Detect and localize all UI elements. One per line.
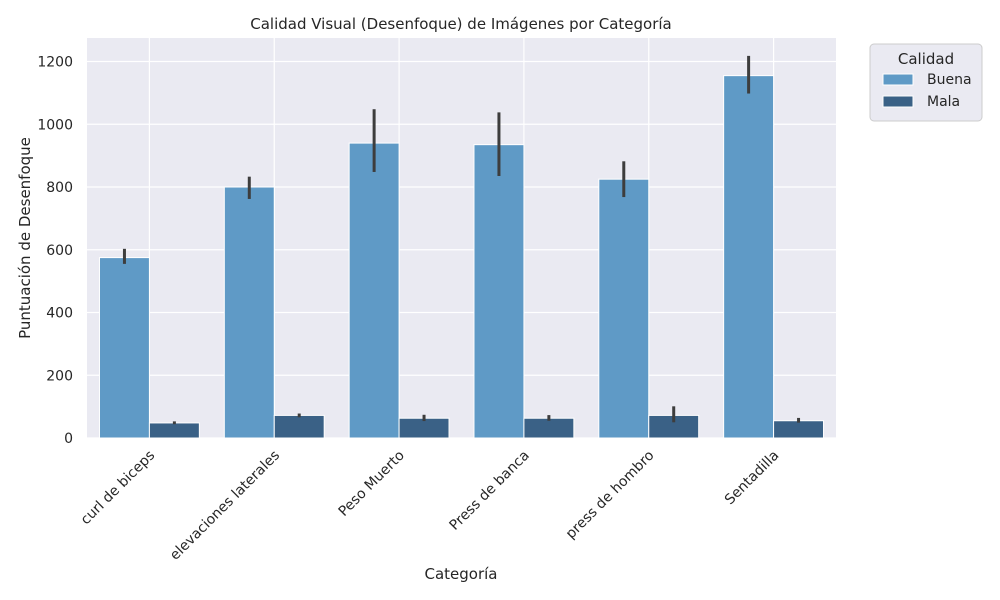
legend-label-mala: Mala: [927, 94, 960, 110]
bar-buena-2: [348, 142, 400, 439]
x-axis-title: Categoría: [424, 565, 497, 583]
y-tick-label: 600: [46, 243, 73, 259]
bar-mala-1: [273, 414, 325, 439]
bar-mala-0: [148, 422, 200, 439]
bar-buena-0: [98, 257, 150, 439]
legend-label-buena: Buena: [927, 72, 972, 88]
legend-title: Calidad: [898, 50, 954, 68]
bar-mala-3: [523, 417, 575, 439]
y-tick-label: 1200: [37, 55, 73, 71]
bar-buena-5: [723, 75, 775, 439]
legend: Calidad Buena Mala: [869, 43, 983, 122]
y-axis: 0 200 400 600 800 1000 1200: [37, 55, 73, 447]
bar-mala-2: [398, 417, 450, 439]
x-tick-label: Sentadilla: [722, 448, 783, 509]
x-axis: curl de biceps elevaciones laterales Peso …: [78, 448, 783, 564]
y-tick-label: 1000: [37, 117, 73, 133]
y-tick-label: 0: [64, 431, 73, 447]
bar-buena-1: [223, 186, 275, 439]
x-tick-label: press de hombro: [563, 448, 658, 543]
x-tick-label: curl de biceps: [78, 448, 159, 529]
x-tick-label: Peso Muerto: [336, 448, 408, 520]
plot-background: [87, 38, 836, 438]
bars: [98, 75, 825, 439]
x-tick-label: elevaciones laterales: [167, 448, 283, 564]
error-bars: [122, 55, 801, 425]
y-axis-title: Puntuación de Desenfoque: [16, 137, 34, 339]
legend-swatch-mala: [882, 95, 914, 108]
y-tick-label: 200: [46, 368, 73, 384]
bar-buena-4: [598, 178, 650, 439]
legend-swatch-buena: [882, 73, 914, 86]
bar-buena-3: [473, 144, 525, 439]
bar-mala-5: [773, 420, 825, 439]
x-tick-label: Press de banca: [447, 448, 533, 534]
y-tick-label: 400: [46, 306, 73, 322]
y-tick-label: 800: [46, 180, 73, 196]
chart-title: Calidad Visual (Desenfoque) de Imágenes …: [250, 15, 672, 33]
